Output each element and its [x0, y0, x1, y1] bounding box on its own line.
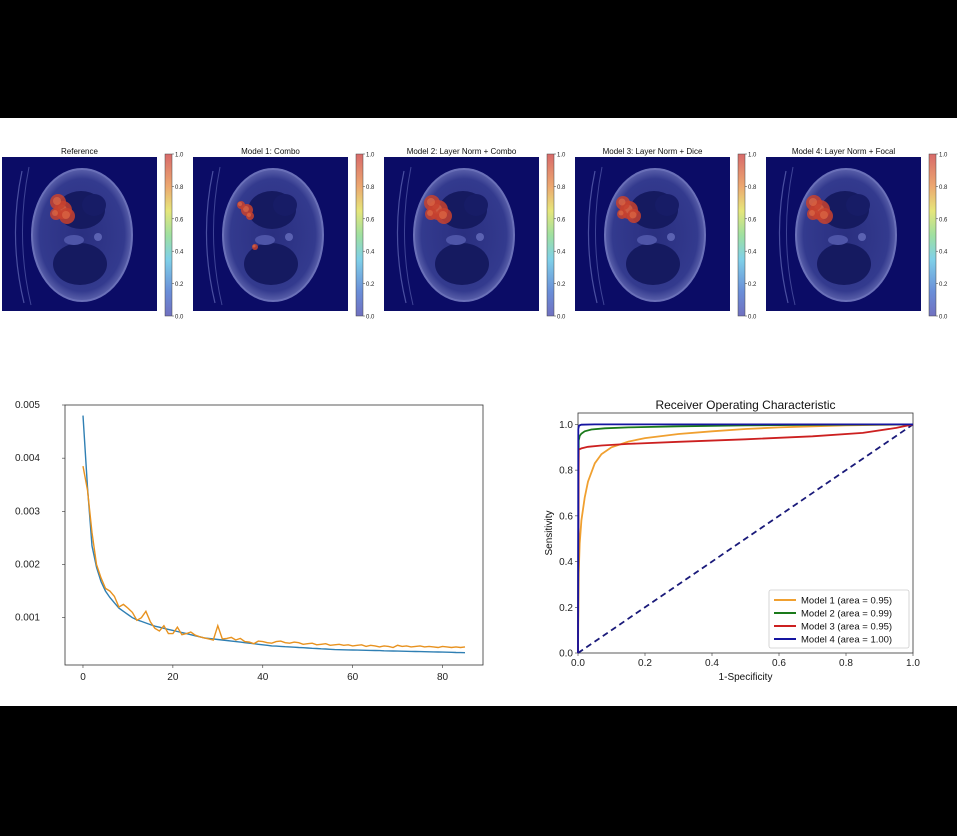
- colorbar-tick-label: 0.8: [748, 185, 757, 191]
- roc-x-tick-label: 0.2: [638, 658, 652, 669]
- colorbar-tick-label: 0.0: [748, 315, 757, 321]
- ct-overlay-image: [193, 157, 348, 311]
- ct-overlay-image: [384, 157, 539, 311]
- roc-x-axis-label: 1-Specificity: [719, 672, 773, 683]
- roc-legend: Model 1 (area = 0.95) Model 2 (area = 0.9…: [769, 590, 909, 648]
- colorbar-tick-label: 0.4: [748, 250, 757, 256]
- loss-plot-frame: [65, 405, 483, 665]
- panel-title: Reference: [61, 147, 98, 156]
- roc-title: Receiver Operating Characteristic: [655, 398, 835, 412]
- loss-x-tick-label: 20: [167, 672, 179, 683]
- roc-x-tick-label: 0.0: [571, 658, 585, 669]
- loss-y-tick-label: 0.002: [15, 560, 40, 571]
- colorbar-tick-label: 0.4: [557, 250, 566, 256]
- colorbar-tick-label: 0.4: [939, 250, 948, 256]
- ct-overlay-image: [2, 157, 157, 311]
- overlay-panel: Model 3: Layer Norm + Dice0.00.20.40.60.…: [575, 147, 757, 321]
- roc-x-tick-label: 1.0: [906, 658, 920, 669]
- roc-y-axis-label: Sensitivity: [544, 510, 555, 555]
- roc-x-tick-label: 0.6: [772, 658, 786, 669]
- colorbar-tick-label: 0.8: [175, 185, 184, 191]
- colorbar-tick-label: 0.8: [557, 185, 566, 191]
- panel-title: Model 2: Layer Norm + Combo: [407, 147, 517, 156]
- loss-x-tick-label: 0: [80, 672, 86, 683]
- colorbar-tick-label: 0.2: [557, 282, 566, 288]
- loss-x-tick-label: 40: [257, 672, 269, 683]
- colorbar-tick-label: 0.2: [175, 282, 184, 288]
- overlay-panel: Model 4: Layer Norm + Focal0.00.20.40.60…: [766, 147, 948, 321]
- colorbar-tick-label: 0.8: [366, 185, 375, 191]
- legend-entry: Model 1 (area = 0.95): [801, 596, 892, 607]
- loss-y-tick-label: 0.004: [15, 453, 40, 464]
- colorbar-tick-label: 0.6: [939, 217, 948, 223]
- colorbar-tick-label: 0.0: [175, 315, 184, 321]
- roc-y-tick-label: 0.8: [559, 466, 573, 477]
- loss-y-tick-label: 0.005: [15, 400, 40, 411]
- colorbar-tick-label: 1.0: [939, 153, 948, 159]
- loss-y-tick-label: 0.003: [15, 506, 40, 517]
- colorbar-tick-label: 0.0: [366, 315, 375, 321]
- panel-title: Model 1: Combo: [241, 147, 300, 156]
- colorbar-tick-label: 0.2: [939, 282, 948, 288]
- legend-entry: Model 2 (area = 0.99): [801, 609, 892, 620]
- roc-y-tick-label: 1.0: [559, 420, 573, 431]
- colorbar: 0.0 0.2 0.4 0.6 0.8 1.0: [165, 153, 184, 321]
- roc-y-tick-label: 0.2: [559, 603, 573, 614]
- overlay-panel: Reference 0.0 0.2 0.4 0.6 0.8 1.0: [2, 147, 184, 321]
- colorbar-tick-label: 0.6: [557, 217, 566, 223]
- colorbar: 0.0 0.2 0.4 0.6 0.8 1.0: [356, 153, 375, 321]
- ct-overlay-image: [575, 157, 730, 311]
- ct-overlay-image: [766, 157, 921, 311]
- colorbar-tick-label: 0.0: [557, 315, 566, 321]
- colorbar-tick-label: 1.0: [175, 153, 184, 159]
- colorbar-tick-label: 0.2: [748, 282, 757, 288]
- colorbar-tick-label: 0.4: [175, 250, 184, 256]
- loss-series-blue: [83, 416, 465, 653]
- roc-y-tick-label: 0.0: [559, 649, 573, 660]
- loss-y-tick-label: 0.001: [15, 613, 40, 624]
- colorbar-tick-label: 0.6: [175, 217, 184, 223]
- roc-x-tick-label: 0.4: [705, 658, 719, 669]
- roc-y-tick-label: 0.4: [559, 557, 573, 568]
- colorbar-tick-label: 0.0: [939, 315, 948, 321]
- colorbar-tick-label: 0.8: [939, 185, 948, 191]
- legend-entry: Model 3 (area = 0.95): [801, 622, 892, 633]
- colorbar: 0.0 0.2 0.4 0.6 0.8 1.0: [547, 153, 566, 321]
- colorbar-tick-label: 1.0: [748, 153, 757, 159]
- colorbar: 0.0 0.2 0.4 0.6 0.8 1.0: [929, 153, 948, 321]
- colorbar-tick-label: 0.4: [366, 250, 375, 256]
- panel-title: Model 4: Layer Norm + Focal: [792, 147, 896, 156]
- roc-y-tick-label: 0.6: [559, 511, 573, 522]
- legend-entry: Model 4 (area = 1.00): [801, 635, 892, 646]
- loss-x-tick-label: 80: [437, 672, 449, 683]
- roc-x-tick-label: 0.8: [839, 658, 853, 669]
- colorbar-tick-label: 0.2: [366, 282, 375, 288]
- colorbar-tick-label: 1.0: [366, 153, 375, 159]
- colorbar-tick-label: 0.6: [366, 217, 375, 223]
- colorbar: 0.0 0.2 0.4 0.6 0.8 1.0: [738, 153, 757, 321]
- overlay-panel: Model 2: Layer Norm + Combo0.00.20.40.60…: [384, 147, 566, 321]
- panel-title: Model 3: Layer Norm + Dice: [603, 147, 703, 156]
- loss-x-tick-label: 60: [347, 672, 359, 683]
- colorbar-tick-label: 0.6: [748, 217, 757, 223]
- overlay-panel: Model 1: Combo 0.0 0.2 0.4 0.6 0.8 1.0: [193, 147, 375, 321]
- colorbar-tick-label: 1.0: [557, 153, 566, 159]
